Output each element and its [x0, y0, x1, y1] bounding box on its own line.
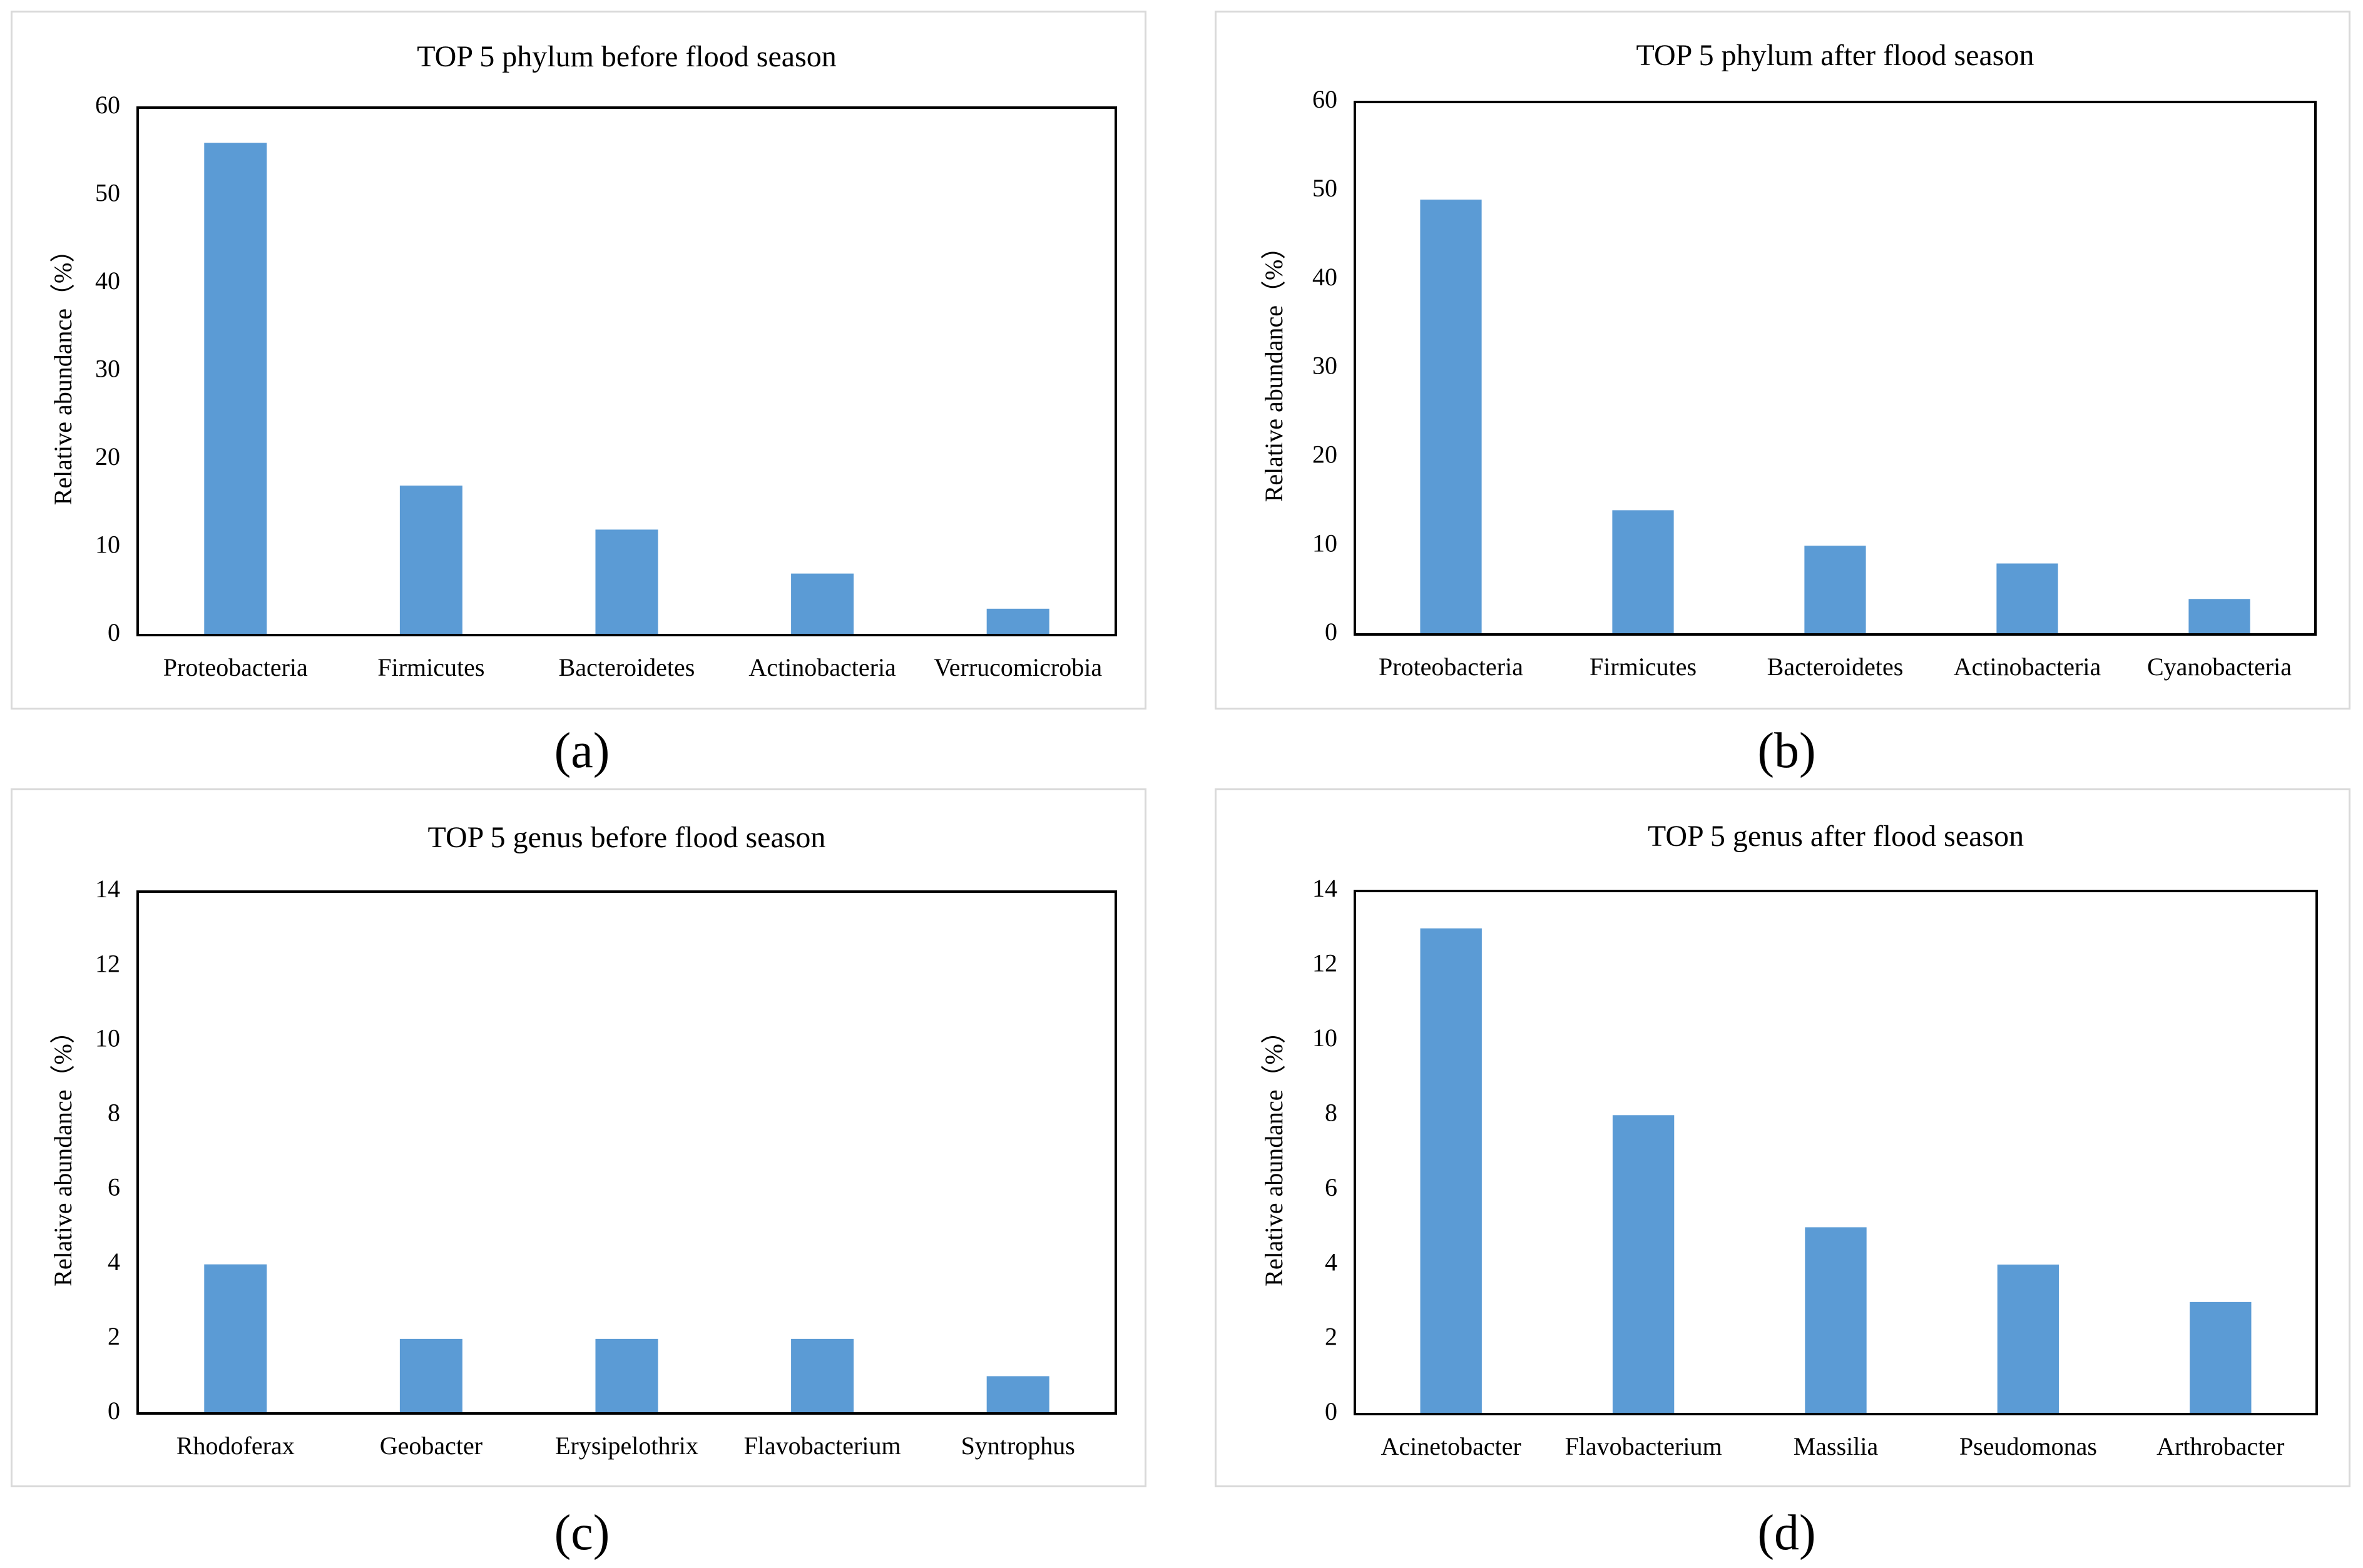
chart-b-ytick-label-0: 0	[1325, 618, 1337, 646]
chart-c-ytick-label-5: 10	[95, 1024, 120, 1052]
chart-c-ytick-label-2: 4	[108, 1248, 120, 1276]
chart-d-bar-2	[1612, 1115, 1675, 1414]
chart-c-bar-2	[399, 1338, 462, 1413]
chart-b-ytick-label-2: 20	[1312, 440, 1337, 469]
chart-d-ytick-label-2: 4	[1325, 1248, 1337, 1276]
panel-c-label: (c)	[554, 1505, 610, 1560]
chart-c-ytick-label-6: 12	[95, 949, 120, 977]
chart-c-xtick-label-4: Flavobacterium	[744, 1432, 901, 1460]
panel-b-label: (b)	[1757, 723, 1816, 778]
chart-c-xtick-label-5: Syntrophus	[961, 1432, 1075, 1460]
panel-d-label: (d)	[1757, 1505, 1816, 1560]
chart-c-xtick-label-3: Erysipelothrix	[555, 1432, 698, 1460]
chart-c-xtick-label-1: Rhodoferax	[176, 1432, 295, 1460]
chart-a-title: TOP 5 phylum before flood season	[417, 40, 837, 73]
chart-a-xtick-label-2: Firmicutes	[377, 653, 484, 681]
chart-a-ytick-label-1: 10	[95, 531, 120, 559]
chart-a-bar-4	[791, 573, 854, 635]
chart-b-xtick-label-5: Cyanobacteria	[2147, 653, 2292, 681]
chart-d-xtick-label-3: Massilia	[1794, 1432, 1879, 1460]
chart-b-bar-4	[1996, 563, 2058, 634]
chart-a-ytick-label-6: 60	[95, 91, 120, 119]
chart-b-ylabel: Relative abundance（%）	[1260, 235, 1288, 502]
chart-d-xtick-label-5: Arthrobacter	[2156, 1432, 2284, 1460]
chart-b-bar-2	[1612, 510, 1674, 634]
chart-a-plot-area	[136, 106, 1117, 636]
chart-d-bar-4	[1997, 1265, 2059, 1414]
chart-c-ytick-label-4: 8	[108, 1099, 120, 1127]
chart-a-bar-1	[204, 143, 267, 635]
chart-a-xtick-label-3: Bacteroidetes	[559, 653, 695, 681]
panel-c-frame	[11, 788, 1146, 1487]
chart-a-ytick-label-4: 40	[95, 267, 120, 295]
panel-b-frame	[1215, 11, 2350, 710]
chart-b-ytick-label-4: 40	[1312, 263, 1337, 291]
chart-b-plot-area	[1354, 101, 2317, 636]
chart-d-title: TOP 5 genus after flood season	[1648, 820, 2024, 853]
chart-b-title: TOP 5 phylum after flood season	[1636, 39, 2034, 72]
chart-b-xtick-label-1: Proteobacteria	[1379, 653, 1523, 681]
chart-a-bar-2	[399, 486, 462, 635]
chart-a-bar-5	[986, 608, 1049, 635]
chart-a-ytick-label-3: 30	[95, 355, 120, 383]
chart-a-ylabel: Relative abundance（%）	[49, 238, 77, 506]
chart-c-bar-4	[791, 1338, 854, 1413]
chart-c-ytick-label-7: 14	[95, 875, 120, 903]
panel-a-label: (a)	[554, 723, 610, 778]
chart-b-xtick-label-2: Firmicutes	[1590, 653, 1697, 681]
chart-a-xtick-label-1: Proteobacteria	[163, 653, 308, 681]
chart-b-ytick-label-6: 60	[1312, 85, 1337, 113]
chart-b-xtick-label-3: Bacteroidetes	[1767, 653, 1904, 681]
chart-a-xtick-label-5: Verrucomicrobia	[934, 653, 1102, 681]
chart-b-bar-3	[1804, 546, 1866, 634]
chart-c-xtick-label-2: Geobacter	[380, 1432, 482, 1460]
chart-c-bar-3	[595, 1338, 658, 1413]
chart-d-ytick-label-4: 8	[1325, 1098, 1337, 1126]
chart-d-ylabel: Relative abundance（%）	[1260, 1019, 1288, 1286]
chart-c-ytick-label-3: 6	[108, 1173, 120, 1201]
chart-b-ytick-label-1: 10	[1312, 529, 1337, 557]
chart-d-ytick-label-1: 2	[1325, 1323, 1337, 1351]
chart-d-xtick-label-1: Acinetobacter	[1381, 1432, 1521, 1460]
chart-d-xtick-label-4: Pseudomonas	[1959, 1432, 2097, 1460]
chart-b-bar-1	[1420, 200, 1482, 634]
chart-c-title: TOP 5 genus before flood season	[428, 821, 826, 854]
chart-b-ytick-label-3: 30	[1312, 352, 1337, 380]
chart-d-ytick-label-6: 12	[1312, 949, 1337, 977]
panel-d-frame	[1215, 788, 2350, 1487]
chart-c-plot-area	[136, 890, 1117, 1415]
chart-c-bar-5	[986, 1376, 1049, 1413]
chart-c-ytick-label-1: 2	[108, 1322, 120, 1350]
chart-b-bar-5	[2188, 599, 2250, 634]
chart-d-plot-area	[1354, 890, 2318, 1415]
chart-b-ytick-label-5: 50	[1312, 174, 1337, 202]
chart-a-xtick-label-4: Actinobacteria	[748, 653, 896, 681]
chart-d-ytick-label-7: 14	[1312, 874, 1337, 902]
chart-c-ylabel: Relative abundance（%）	[49, 1019, 77, 1286]
panel-a-frame	[11, 11, 1146, 710]
chart-a-ytick-label-2: 20	[95, 442, 120, 471]
chart-b-xtick-label-4: Actinobacteria	[1954, 653, 2101, 681]
chart-d-ytick-label-3: 6	[1325, 1173, 1337, 1201]
chart-a-bar-3	[595, 529, 658, 635]
chart-d-bar-1	[1420, 928, 1482, 1414]
chart-a-ytick-label-0: 0	[108, 618, 120, 646]
chart-d-bar-5	[2190, 1301, 2252, 1414]
chart-d-ytick-label-0: 0	[1325, 1397, 1337, 1425]
chart-a-ytick-label-5: 50	[95, 179, 120, 207]
chart-d-ytick-label-5: 10	[1312, 1024, 1337, 1052]
chart-c-ytick-label-0: 0	[108, 1397, 120, 1425]
chart-c-bar-1	[204, 1264, 267, 1413]
chart-d-xtick-label-2: Flavobacterium	[1565, 1432, 1722, 1460]
chart-d-bar-3	[1805, 1227, 1867, 1414]
